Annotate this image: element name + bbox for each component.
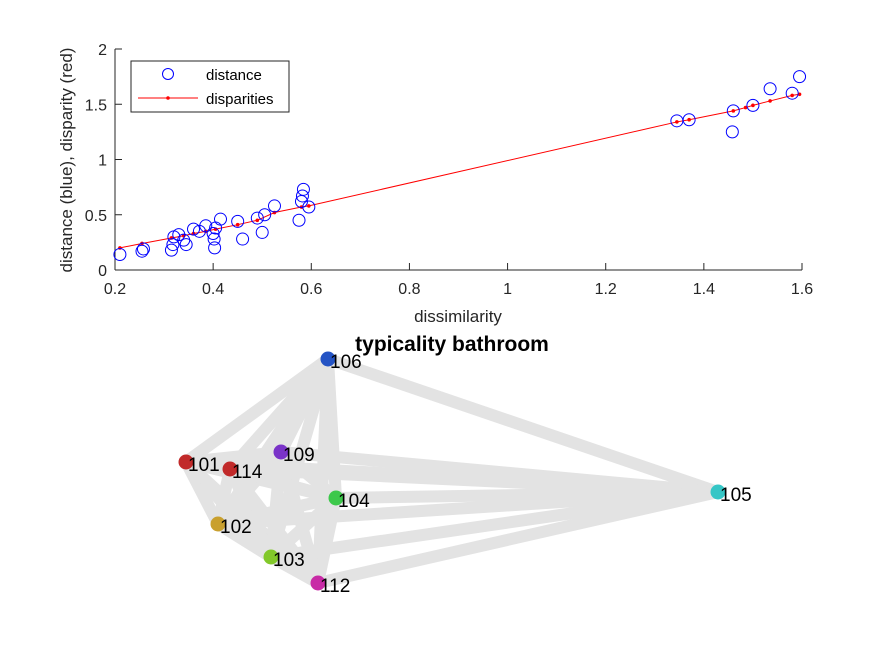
distance-point (179, 238, 193, 252)
distance-point (236, 232, 250, 246)
graph-node-label: 105 (720, 485, 752, 506)
graph-node (310, 575, 326, 591)
y-tick-label: 0.5 (85, 208, 107, 225)
distance-point (250, 211, 264, 225)
legend-distance-label: distance (206, 67, 262, 84)
graph-node-label: 101 (188, 455, 220, 476)
graph-node (263, 549, 279, 565)
scatter-chart: 0.2 0.4 0.6 0.8 1 1.2 1.4 1.6 0 0.5 1 1.5 2 dissimi… (57, 42, 813, 326)
distance-point (296, 182, 310, 196)
distance-point (258, 208, 272, 222)
legend-disparities-marker (166, 96, 170, 100)
graph-node (328, 490, 344, 506)
graph-node-label: 106 (330, 352, 362, 373)
legend-disparities-label: disparities (206, 91, 274, 108)
distance-point (292, 213, 306, 227)
disparity-point (235, 222, 240, 227)
disparity-point (751, 103, 755, 108)
disparity-point (307, 204, 311, 208)
distance-point (793, 70, 807, 84)
x-tick-label: 0.6 (300, 281, 322, 298)
graph-node-label: 102 (220, 517, 252, 538)
distance-point (267, 199, 281, 213)
disparity-point (731, 109, 736, 113)
x-tick-label: 0.4 (202, 281, 224, 298)
legend: distance disparities (130, 60, 290, 113)
disparity-point (768, 99, 772, 103)
graph-node-label: 104 (338, 491, 370, 512)
x-ticks: 0.2 0.4 0.6 0.8 1 1.2 1.4 1.6 (104, 263, 813, 298)
graph-title: typicality bathroom (355, 333, 549, 356)
distance-point (208, 241, 222, 255)
graph-edges (180, 353, 724, 589)
graph-edge (180, 353, 334, 468)
graph-node (710, 484, 726, 500)
graph-node (210, 516, 226, 532)
distance-point (785, 86, 799, 100)
disparity-point (790, 93, 794, 98)
y-tick-label: 2 (98, 42, 107, 59)
distance-point (726, 104, 740, 118)
graph-node (222, 461, 238, 477)
distance-point (763, 82, 777, 96)
graph-node (320, 351, 336, 367)
graph-edge (322, 353, 724, 498)
y-axis-label: distance (blue), disparity (red) (57, 48, 76, 273)
distance-series (113, 70, 807, 262)
distance-point (199, 219, 213, 233)
x-axis-label: dissimilarity (414, 307, 502, 326)
distance-point (746, 98, 760, 112)
distance-point (206, 227, 220, 241)
graph-nodes: 106 109 101 114 104 105 102 103 112 (178, 351, 752, 597)
y-ticks: 0 0.5 1 1.5 2 (85, 42, 122, 280)
disparity-point (675, 120, 679, 124)
distance-point (136, 242, 150, 256)
graph-edge (212, 486, 724, 530)
distance-point (207, 232, 221, 246)
distance-point (725, 125, 739, 139)
graph-node-label: 114 (232, 462, 263, 483)
graph-edge (312, 486, 724, 589)
distance-point (164, 243, 178, 257)
graph-node-label: 112 (320, 576, 350, 597)
distance-point (166, 238, 180, 252)
y-tick-label: 1.5 (85, 97, 107, 114)
distance-point (214, 212, 228, 226)
graph-node (273, 444, 289, 460)
distance-point (135, 244, 149, 258)
distance-point (295, 189, 309, 203)
graph-node-label: 109 (283, 445, 315, 466)
graph-node-label: 103 (273, 550, 305, 571)
y-tick-label: 0 (98, 263, 107, 280)
legend-distance-marker (162, 68, 174, 80)
x-tick-label: 1.4 (693, 281, 715, 298)
distance-point (113, 248, 127, 262)
x-tick-label: 1 (503, 281, 512, 298)
x-tick-label: 1.6 (791, 281, 813, 298)
disparity-point (255, 218, 260, 223)
graph-node (178, 454, 194, 470)
disparity-point (743, 105, 748, 110)
y-tick-label: 1 (98, 153, 107, 170)
x-tick-label: 1.2 (595, 281, 617, 298)
graph-edge (265, 492, 342, 563)
disparity-point (687, 117, 691, 122)
distance-point (302, 200, 316, 214)
legend-box (130, 60, 290, 113)
x-tick-label: 0.8 (398, 281, 420, 298)
distance-point (255, 225, 269, 239)
distance-point (187, 222, 201, 236)
distance-point (682, 113, 696, 127)
x-tick-label: 0.2 (104, 281, 126, 298)
distance-point (231, 214, 245, 228)
graph-edge (265, 551, 324, 589)
network-graph: 106 109 101 114 104 105 102 103 112 typicality b… (178, 333, 752, 597)
